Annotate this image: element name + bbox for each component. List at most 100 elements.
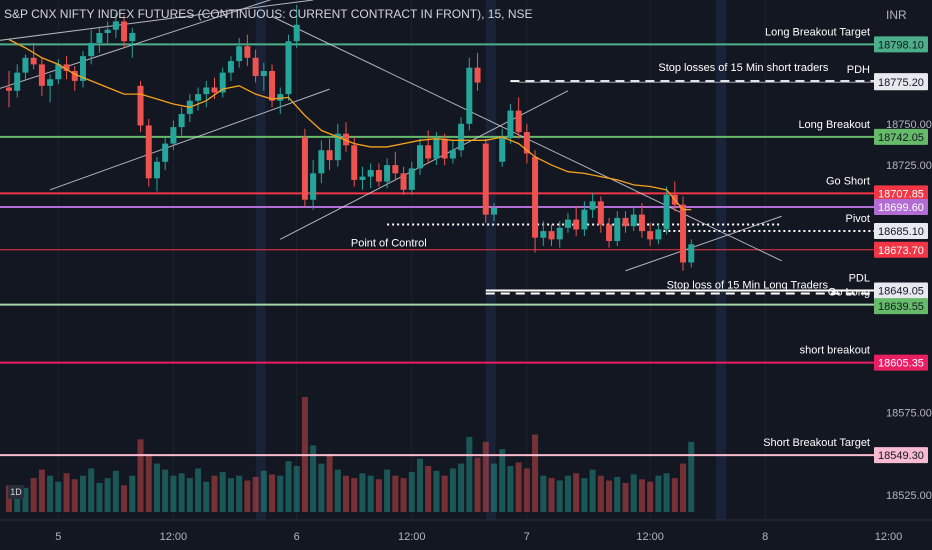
level-label: Pivot xyxy=(846,213,870,225)
candle-body xyxy=(655,229,662,240)
volume-bar xyxy=(622,482,629,512)
candle-body xyxy=(507,110,514,138)
volume-bar xyxy=(515,462,522,512)
volume-bar xyxy=(589,469,596,512)
price-badge-bg xyxy=(874,241,928,258)
volume-bar xyxy=(630,474,637,512)
level-label: PDL xyxy=(849,272,870,284)
volume-bar xyxy=(540,475,547,512)
volume-bar xyxy=(310,445,317,512)
symbol-title: S&P CNX NIFTY INDEX FUTURES (CONTINUOUS:… xyxy=(4,7,533,21)
volume-bar xyxy=(14,490,21,512)
candle-body xyxy=(252,57,259,76)
price-badge-text: 18707.85 xyxy=(878,188,924,200)
y-tick-label: 18525.00 xyxy=(886,490,932,502)
candle-body xyxy=(532,156,539,238)
candle-body xyxy=(71,70,78,81)
volume-bar xyxy=(581,478,588,512)
price-badge-text: 18742.05 xyxy=(878,132,924,144)
volume-bar xyxy=(277,475,284,512)
level-label: Go Short xyxy=(826,175,870,187)
candle-body xyxy=(564,219,571,228)
candle-body xyxy=(688,244,695,263)
price-badge-text: 18685.10 xyxy=(878,226,924,238)
price-badge-text: 18639.55 xyxy=(878,301,924,313)
volume-bar xyxy=(367,475,374,512)
price-badge-text: 18649.05 xyxy=(878,285,924,297)
volume-bar xyxy=(400,478,407,512)
volume-bar xyxy=(564,475,571,512)
price-badge: 18549.30 xyxy=(874,447,928,464)
candle-body xyxy=(170,127,177,144)
volume-bar xyxy=(162,469,169,512)
candle-body xyxy=(112,21,119,30)
price-badge: 18775.20 xyxy=(874,74,928,91)
price-badge-bg xyxy=(874,128,928,145)
candle-body xyxy=(573,219,580,230)
candle-body xyxy=(55,64,62,80)
price-badge-bg xyxy=(874,354,928,371)
session-separator xyxy=(716,0,727,520)
price-badge: 18639.55 xyxy=(874,298,928,315)
candle-body xyxy=(630,214,637,227)
volume-bar xyxy=(334,469,341,512)
volume-bar xyxy=(655,475,662,512)
price-badge-bg xyxy=(874,298,928,315)
trendline xyxy=(625,215,782,272)
price-badge-bg xyxy=(874,282,928,299)
candle-body xyxy=(334,133,341,161)
price-badge: 18742.05 xyxy=(874,128,928,145)
level-label: Stop loss of 15 Min Long Traders xyxy=(667,280,829,292)
volume-bar xyxy=(269,474,276,512)
price-badge-text: 18775.20 xyxy=(878,77,924,89)
volume-bar xyxy=(671,478,678,512)
volume-bar xyxy=(523,468,530,512)
candle-body xyxy=(203,87,210,95)
candle-body xyxy=(269,70,276,101)
volume-bar xyxy=(178,473,185,512)
candle-body xyxy=(96,33,103,43)
candle-body xyxy=(178,113,185,128)
volume-bar xyxy=(285,461,292,512)
volume-bar xyxy=(417,458,423,512)
volume-bar xyxy=(458,463,465,512)
price-badge-text: 18673.70 xyxy=(878,245,924,257)
candle-body xyxy=(285,41,292,95)
price-badge-bg xyxy=(874,199,928,216)
candle-body xyxy=(474,67,481,83)
candle-body xyxy=(88,42,95,57)
y-tick-label: 18750.00 xyxy=(886,119,932,131)
candle-body xyxy=(425,145,432,159)
volume-bar xyxy=(606,480,613,512)
candle-body xyxy=(515,110,522,133)
price-badge: 18699.60 xyxy=(874,199,928,216)
volume-interval-badge[interactable]: 1D xyxy=(8,485,24,499)
volume-bar xyxy=(121,485,128,512)
volume-bar xyxy=(236,475,243,512)
x-tick-label: 12:00 xyxy=(160,531,188,543)
price-badge-bg xyxy=(874,36,928,53)
x-tick-label: 12:00 xyxy=(636,531,664,543)
volume-bar xyxy=(663,473,670,512)
candle-body xyxy=(540,231,547,238)
volume-bar xyxy=(433,470,440,512)
volume-bar xyxy=(638,479,645,512)
price-badge: 18649.05 xyxy=(874,282,928,299)
volume-bar xyxy=(441,475,448,512)
candle-body xyxy=(663,194,670,230)
vwap-line xyxy=(8,39,692,211)
candle-body xyxy=(153,161,160,179)
candle-body xyxy=(121,21,128,42)
volume-bar xyxy=(55,481,62,512)
candle-body xyxy=(63,64,70,71)
volume-bar xyxy=(425,466,432,512)
volume-bar xyxy=(96,482,103,512)
volume-bar xyxy=(252,476,259,512)
candle-body xyxy=(499,137,506,162)
price-badge-bg xyxy=(874,447,928,464)
level-label: short breakout xyxy=(800,345,870,357)
volume-bar xyxy=(359,473,366,512)
price-badge-text: 18699.60 xyxy=(878,202,924,214)
volume-bar xyxy=(573,473,580,512)
